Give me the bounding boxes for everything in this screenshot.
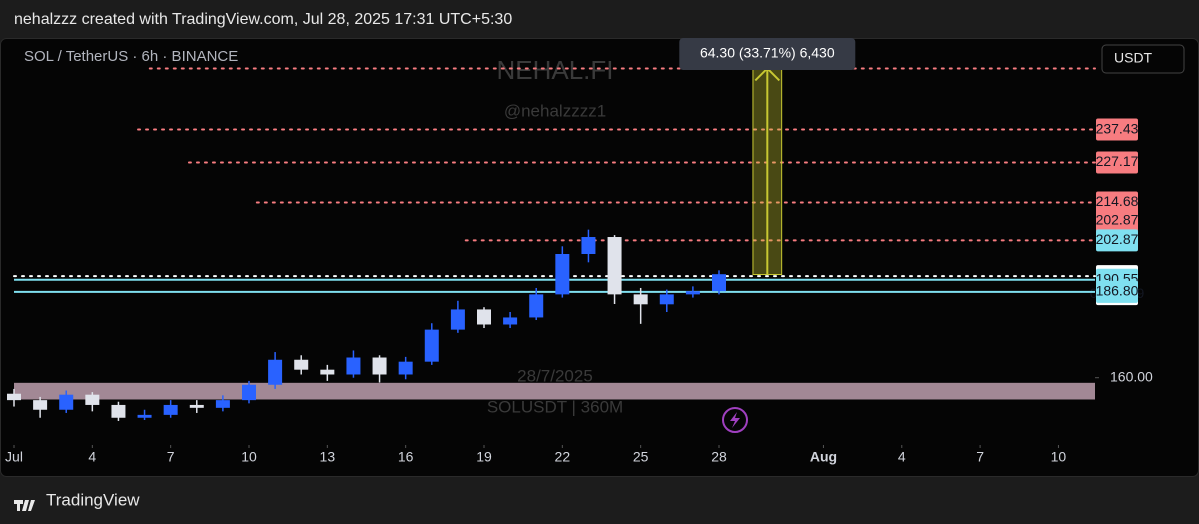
candle-body — [581, 237, 596, 254]
candle-body — [111, 404, 126, 418]
x-tick-label: 7 — [167, 449, 175, 465]
x-tick-label: 4 — [898, 449, 906, 465]
candle-body — [7, 393, 21, 401]
price-label-box — [1096, 151, 1138, 174]
price-label-box — [1096, 118, 1138, 141]
candle-body — [189, 404, 204, 408]
x-tick-label: 28 — [711, 449, 727, 465]
candle-body — [33, 400, 48, 410]
candle-body — [85, 394, 100, 405]
currency[interactable]: USDT — [1114, 50, 1153, 66]
watermark: 28/7/2025 — [517, 366, 593, 385]
candle-body — [268, 359, 283, 385]
candle-body — [450, 309, 465, 330]
candle-body — [477, 309, 491, 325]
price-label-box — [1096, 209, 1138, 232]
currency-button[interactable] — [1101, 44, 1185, 74]
price-label: 237.43 — [1096, 120, 1139, 136]
event-icon-bolt — [730, 412, 740, 428]
event-icon[interactable] — [722, 407, 748, 433]
candle-body — [294, 359, 309, 370]
candle-body — [215, 400, 230, 408]
x-tick-label: 7 — [976, 449, 984, 465]
x-tick-label: 4 — [88, 449, 96, 465]
watermark: NEHAL.FI — [496, 55, 613, 85]
header: nehalzzz created with TradingView.com, J… — [14, 11, 512, 28]
x-tick-label: 16 — [398, 449, 414, 465]
price-label: 186.80 — [1096, 283, 1139, 299]
candle-body — [555, 253, 570, 295]
symbol-title: SOL / TetherUS · 6h · BINANCE — [24, 48, 238, 65]
measure-label-box — [679, 38, 856, 70]
candle-body — [607, 237, 622, 295]
candle-body — [424, 329, 439, 362]
candle-body — [398, 361, 413, 375]
price-label: 227.17 — [1096, 153, 1139, 169]
price-label: 214.68 — [1096, 193, 1139, 209]
price-label: 202.87 — [1096, 212, 1139, 228]
footer: TradingView — [46, 490, 140, 509]
x-tick-label: 19 — [476, 449, 492, 465]
candle-body — [320, 369, 335, 375]
measure-label: 64.30 (33.71%) 6,430 — [700, 45, 835, 61]
candle-body — [59, 394, 74, 410]
candle-body — [137, 414, 152, 418]
x-tick-label: 10 — [1051, 449, 1067, 465]
x-tick-label: 22 — [555, 449, 571, 465]
zone — [14, 382, 1095, 400]
candle-body — [242, 384, 256, 401]
x-tick-label: 10 — [241, 449, 257, 465]
candle-body — [163, 404, 178, 415]
x-tick-label: Jul — [5, 449, 23, 465]
candle-body — [372, 357, 387, 375]
price-label-box — [1096, 280, 1138, 303]
candle-body — [659, 294, 674, 305]
price-label: 202.87 — [1096, 231, 1139, 247]
watermark: @nehalzzzz1 — [504, 101, 606, 120]
watermark: SOLUSDT | 360M — [487, 397, 623, 416]
price-label-box — [1096, 229, 1138, 252]
candle-body — [346, 357, 361, 375]
candle-body — [712, 274, 726, 292]
y-tick-label: 160.00 — [1110, 368, 1153, 384]
candle-body — [685, 291, 700, 295]
x-tick-label: Aug — [810, 449, 837, 465]
price-label-box — [1096, 191, 1138, 214]
candle-body — [503, 317, 518, 325]
candle-body — [529, 294, 544, 318]
logo — [14, 500, 35, 511]
candle-body — [633, 294, 648, 305]
x-tick-label: 13 — [320, 449, 336, 465]
x-tick-label: 25 — [633, 449, 649, 465]
